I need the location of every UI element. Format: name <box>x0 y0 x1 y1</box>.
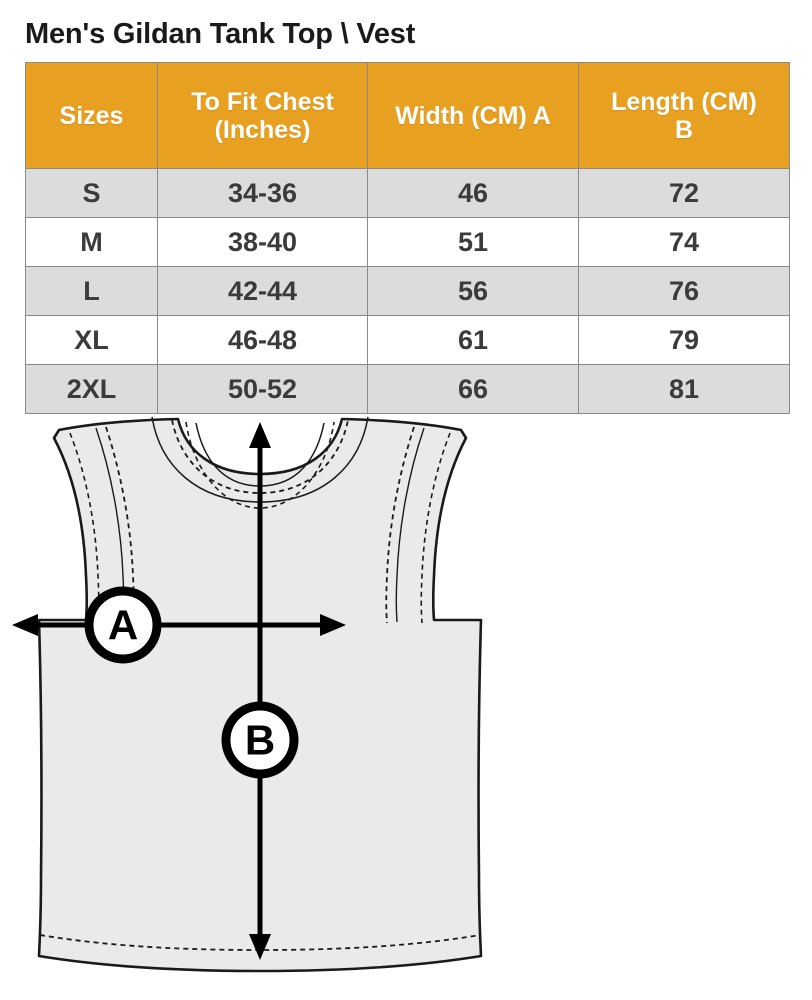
marker-b-label: B <box>245 717 275 764</box>
page-title: Men's Gildan Tank Top \ Vest <box>25 18 416 50</box>
measurement-arrow-a <box>12 614 346 636</box>
table-row: M 38-40 51 74 <box>25 217 790 267</box>
column-header-chest-line2: (Inches) <box>214 115 311 144</box>
marker-b: B <box>221 701 299 779</box>
cell-chest: 38-40 <box>157 217 368 267</box>
table-header-row: Sizes To Fit Chest (Inches) Width (CM) A… <box>25 62 790 169</box>
cell-length: 74 <box>578 217 790 267</box>
column-header-length-line2: B <box>674 115 694 144</box>
cell-chest: 34-36 <box>157 168 368 218</box>
cell-size: 2XL <box>25 364 158 414</box>
cell-width: 56 <box>367 266 579 316</box>
size-chart-table: Sizes To Fit Chest (Inches) Width (CM) A… <box>25 62 790 414</box>
column-header-length-line1: Length (CM) <box>611 87 757 116</box>
cell-length: 72 <box>578 168 790 218</box>
cell-chest: 46-48 <box>157 315 368 365</box>
right-armhole-stitch-dashed <box>385 426 415 624</box>
measurement-arrow-b <box>249 422 271 960</box>
garment-illustration: A B <box>0 408 812 1000</box>
cell-width: 46 <box>367 168 579 218</box>
cell-width: 51 <box>367 217 579 267</box>
column-header-sizes-line1: Sizes <box>59 101 124 130</box>
cell-length: 76 <box>578 266 790 316</box>
table-row: S 34-36 46 72 <box>25 168 790 218</box>
cell-chest: 42-44 <box>157 266 368 316</box>
column-header-chest-line1: To Fit Chest <box>191 87 334 116</box>
cell-width: 61 <box>367 315 579 365</box>
column-header-width: Width (CM) A <box>367 62 579 169</box>
table-row: L 42-44 56 76 <box>25 266 790 316</box>
cell-chest: 50-52 <box>157 364 368 414</box>
cell-size: XL <box>25 315 158 365</box>
table-row: XL 46-48 61 79 <box>25 315 790 365</box>
cell-size: M <box>25 217 158 267</box>
cell-length: 79 <box>578 315 790 365</box>
arrowhead-right <box>320 614 346 636</box>
marker-a: A <box>84 586 162 664</box>
column-header-length: Length (CM) B <box>578 62 790 169</box>
cell-size: S <box>25 168 158 218</box>
arrowhead-left <box>12 614 38 636</box>
arrowhead-down <box>249 934 271 960</box>
cell-length: 81 <box>578 364 790 414</box>
column-header-width-line1: Width (CM) A <box>395 101 551 130</box>
neckline-stitch-dashed <box>171 419 349 494</box>
column-header-chest: To Fit Chest (Inches) <box>157 62 368 169</box>
left-shoulder-stitch-dashed <box>69 432 100 624</box>
arrowhead-up <box>249 422 271 448</box>
column-header-sizes: Sizes <box>25 62 158 169</box>
cell-width: 66 <box>367 364 579 414</box>
marker-a-label: A <box>108 602 138 649</box>
table-row: 2XL 50-52 66 81 <box>25 364 790 414</box>
right-shoulder-stitch-dashed <box>420 432 451 624</box>
cell-size: L <box>25 266 158 316</box>
right-armhole-inner-line <box>395 427 425 623</box>
